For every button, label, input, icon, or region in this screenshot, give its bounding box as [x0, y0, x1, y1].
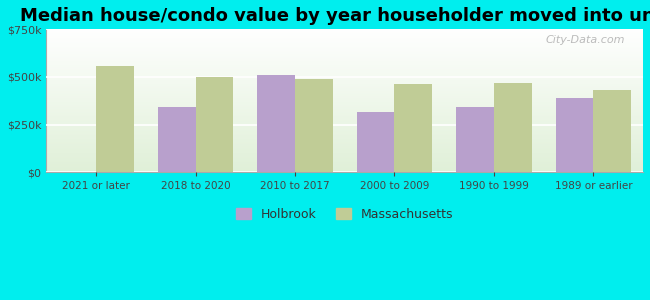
Bar	[196, 77, 233, 172]
Bar	[395, 84, 432, 172]
Title: Median house/condo value by year householder moved into unit: Median house/condo value by year househo…	[20, 7, 650, 25]
Bar	[593, 90, 631, 172]
Bar	[357, 112, 395, 172]
Text: City-Data.com: City-Data.com	[545, 35, 625, 45]
Legend: Holbrook, Massachusetts: Holbrook, Massachusetts	[231, 203, 458, 226]
Bar	[295, 79, 333, 172]
Bar	[556, 98, 593, 172]
Bar	[456, 106, 494, 172]
Bar	[96, 67, 134, 172]
Bar	[257, 75, 295, 172]
Bar	[494, 83, 532, 172]
Bar	[158, 107, 196, 172]
